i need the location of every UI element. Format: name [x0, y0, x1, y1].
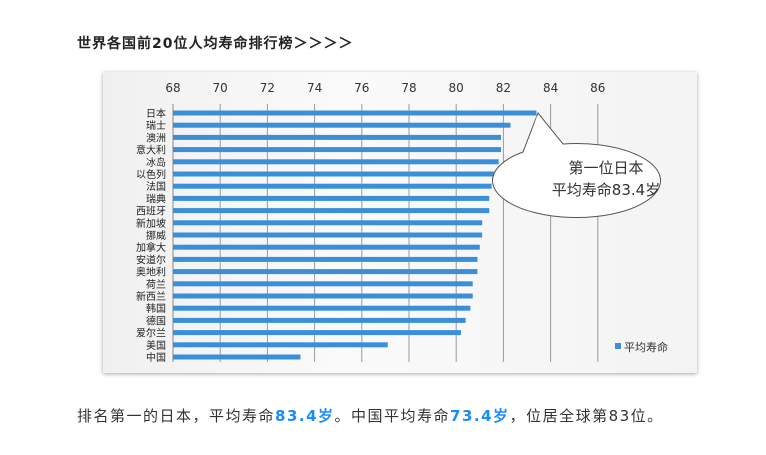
x-tick-label: 84	[543, 81, 558, 95]
china-value: 73.4岁	[450, 407, 510, 425]
category-label: 澳洲	[146, 131, 166, 144]
japan-value: 83.4岁	[275, 407, 335, 425]
category-label: 冰岛	[146, 156, 166, 169]
category-label: 韩国	[146, 302, 166, 315]
bar-瑞士	[173, 122, 511, 128]
caption: 排名第一的日本，平均寿命83.4岁。中国平均寿命73.4岁，位居全球第83位。	[77, 405, 664, 426]
category-label: 德国	[146, 314, 166, 327]
chart-svg: 68 70 72 74 76 78 80 82 84 86 日本瑞士澳洲意大利冰岛以色列法国瑞典西班…	[136, 81, 668, 364]
bar-荷兰	[173, 281, 473, 287]
category-label: 新加坡	[136, 217, 166, 230]
callout-line2: 平均寿命83.4岁	[552, 181, 660, 199]
category-label: 加拿大	[136, 241, 166, 254]
caption-part1: 排名第一的日本，平均寿命	[77, 407, 276, 425]
bar-韩国	[173, 305, 471, 311]
bar-德国	[173, 317, 466, 323]
caption-part2: 。中国平均寿命	[334, 407, 451, 425]
category-label: 美国	[146, 339, 166, 352]
x-tick-label: 76	[354, 81, 369, 95]
category-label: 中国	[146, 351, 166, 364]
category-label: 挪威	[146, 229, 166, 242]
legend-swatch	[615, 343, 621, 349]
bar-澳洲	[173, 134, 502, 140]
category-label: 法国	[146, 180, 166, 193]
category-label: 荷兰	[146, 278, 166, 291]
bar-冰岛	[173, 159, 499, 165]
life-expectancy-chart: 68 70 72 74 76 78 80 82 84 86 日本 瑞士 澳洲 意大利 冰岛 以色列 法国 瑞典 西班…	[103, 72, 697, 373]
callout: 第一位日本 平均寿命83.4岁	[492, 112, 661, 219]
x-tick-label: 80	[449, 81, 464, 95]
x-tick-label: 82	[496, 81, 511, 95]
bar-以色列	[173, 171, 494, 177]
bar-法国	[173, 183, 492, 189]
caption-part3: ，位居全球第83位。	[509, 407, 664, 425]
bar-加拿大	[173, 244, 480, 250]
page-title: 世界各国前20位人均寿命排行榜＞＞＞＞	[77, 36, 354, 52]
bar-美国	[173, 342, 388, 348]
bar-新西兰	[173, 293, 473, 299]
x-tick-label: 68	[165, 81, 180, 95]
legend-label: 平均寿命	[624, 340, 668, 354]
bar-中国	[173, 354, 301, 360]
category-label: 意大利	[136, 144, 166, 157]
category-label: 日本	[146, 107, 166, 120]
bar-意大利	[173, 147, 502, 153]
category-label: 瑞士	[146, 119, 166, 132]
category-label: 新西兰	[136, 290, 166, 303]
category-label: 奥地利	[136, 266, 166, 279]
bar-日本	[173, 110, 537, 116]
x-tick-label: 70	[213, 81, 228, 95]
bar-瑞典	[173, 195, 490, 201]
legend: 平均寿命	[615, 340, 668, 354]
bar-西班牙	[173, 208, 490, 214]
x-tick-label: 86	[590, 81, 605, 95]
category-label: 西班牙	[136, 206, 166, 218]
bar-奥地利	[173, 269, 478, 275]
category-label: 瑞典	[146, 192, 166, 205]
bar-新加坡	[173, 220, 483, 226]
bar-爱尔兰	[173, 330, 461, 336]
category-label: 爱尔兰	[136, 327, 166, 340]
category-label: 安道尔	[136, 253, 166, 266]
category-label: 以色列	[136, 168, 166, 181]
x-tick-label: 74	[307, 81, 322, 95]
x-tick-label: 72	[260, 81, 275, 95]
callout-line1: 第一位日本	[568, 159, 643, 177]
bar-挪威	[173, 232, 483, 238]
x-tick-label: 78	[401, 81, 416, 95]
bar-安道尔	[173, 256, 478, 262]
